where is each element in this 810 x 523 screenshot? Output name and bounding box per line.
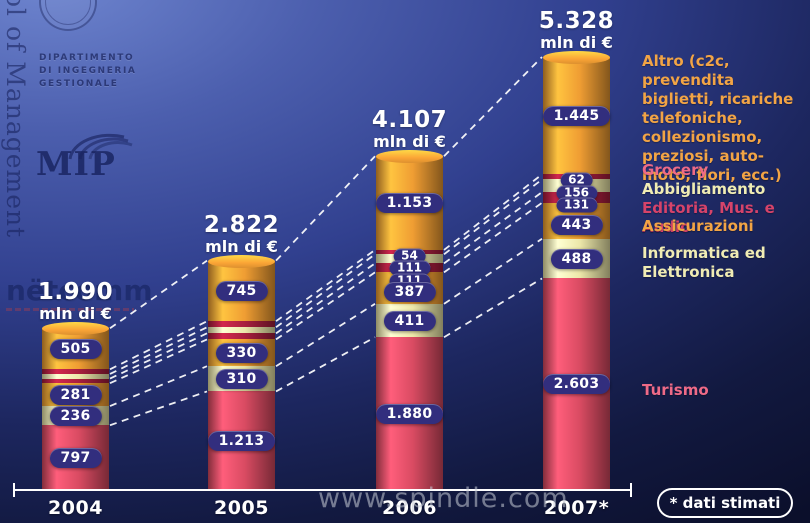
total-value: 1.990	[37, 279, 114, 306]
mip-logo-arcs-icon	[68, 133, 133, 160]
year-label: 2006	[382, 497, 437, 519]
value-pill: 2.603	[542, 374, 611, 395]
bar-top-cap	[376, 150, 443, 164]
netcomm-watermark-logo: nëtcomm	[6, 274, 153, 311]
axis-end-tick-right	[630, 483, 632, 497]
value-pill: 797	[49, 447, 102, 468]
value-pill: 62	[560, 172, 593, 188]
value-pill: 1.153	[375, 193, 444, 214]
x-axis-line	[13, 483, 632, 497]
value-pill: 488	[550, 248, 603, 269]
total-unit: mln di €	[205, 236, 278, 256]
value-pill: 505	[49, 338, 102, 359]
department-line: DIPARTIMENTO	[39, 53, 135, 63]
value-pill: 330	[215, 342, 268, 363]
total-unit: mln di €	[373, 132, 446, 152]
value-pill: 111	[388, 260, 431, 276]
mip-logo-text: MIP	[36, 144, 116, 183]
total-value: 4.107	[371, 107, 448, 134]
value-pill: 236	[49, 405, 102, 426]
dati-stimati-note: * dati stimati	[657, 488, 793, 518]
legend-altro-desc: (c2c, prevendita biglietti, ricariche te…	[642, 52, 794, 184]
value-pill: 1.213	[207, 430, 276, 451]
total-unit: mln di €	[540, 33, 613, 52]
total-unit: mln di €	[39, 304, 112, 324]
netcomm-logo-text: nëtcomm	[6, 274, 153, 307]
value-pill: 281	[49, 384, 102, 405]
value-pill: 411	[383, 310, 436, 331]
legend-editoria: Editoria, Mus. e Audio	[642, 199, 775, 236]
value-pill: 310	[215, 368, 268, 389]
bar-top-cap	[42, 322, 109, 336]
axis-end-tick-left	[13, 483, 15, 497]
bar-total-label: 5.328 mln di €	[539, 8, 614, 52]
legend-grocery: Grocery	[642, 161, 709, 179]
value-pill: 443	[550, 214, 603, 235]
segment-grocery-2005	[208, 321, 275, 328]
bar-total-label: 4.107 mln di €	[372, 107, 447, 151]
legend-turismo: Turismo	[642, 381, 709, 399]
legend-altro: Altro (c2c, prevendita biglietti, ricari…	[642, 52, 810, 185]
segment-grocery-2004	[42, 369, 109, 374]
value-pill: 387	[383, 282, 436, 303]
segment-editoria-mus-e-audio-2005	[208, 333, 275, 340]
bar-total-label: 1.990 mln di €	[38, 279, 113, 323]
department-logo-text: DIPARTIMENTO DI INGEGNERIA GESTIONALE	[39, 52, 136, 91]
bar-top-cap	[208, 254, 275, 268]
year-label: 2005	[214, 497, 269, 519]
department-line: GESTIONALE	[39, 79, 119, 89]
netcomm-logo-subline	[6, 308, 134, 311]
bar-total-label: 2.822 mln di €	[204, 212, 279, 256]
bar-top-cap	[543, 51, 610, 64]
value-pill: 1.880	[375, 403, 444, 424]
value-pill: 54	[393, 248, 426, 264]
legend-abbigliamento: Abbigliamento	[642, 180, 766, 198]
site-watermark: www.spindle.com	[318, 483, 569, 514]
mip-logo: MIP	[36, 133, 133, 183]
year-label: 2004	[48, 497, 103, 519]
value-pill: 1.445	[542, 105, 611, 126]
year-label: 2007*	[543, 497, 610, 519]
total-value: 5.328	[538, 8, 615, 34]
value-pill: 156	[555, 185, 598, 201]
legend-assicurazioni: Assicurazioni	[642, 217, 754, 235]
school-of-management-vertical-text: ol of Management	[1, 0, 30, 239]
segment-abbigliamento-2004	[42, 373, 109, 379]
value-pill: 131	[555, 197, 598, 213]
legend-informatica: Informatica ed Elettronica	[642, 244, 766, 281]
value-pill: 745	[215, 280, 268, 301]
segment-abbigliamento-2005	[208, 327, 275, 334]
department-line: DI INGEGNERIA	[39, 66, 137, 76]
legend-altro-lead: Altro	[642, 52, 684, 70]
segment-editoria-mus-e-audio-2004	[42, 378, 109, 384]
total-value: 2.822	[203, 211, 280, 238]
